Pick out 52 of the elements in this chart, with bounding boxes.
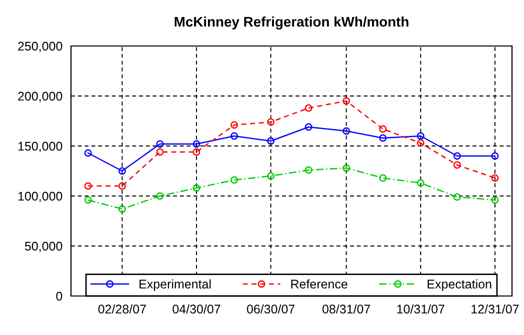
point	[267, 118, 275, 126]
point	[84, 196, 92, 204]
point	[342, 97, 350, 105]
point	[118, 167, 126, 175]
point	[192, 148, 200, 156]
y-tick-label: 50,000	[24, 242, 62, 252]
y-tick-label: 100,000	[18, 192, 62, 202]
point	[156, 148, 164, 156]
x-tick-label: 02/28/07	[98, 304, 146, 314]
point	[453, 161, 461, 169]
point	[379, 174, 387, 182]
point	[156, 192, 164, 200]
point	[118, 182, 126, 190]
point	[118, 205, 126, 213]
point	[491, 152, 499, 160]
point	[379, 134, 387, 142]
x-tick-label: 08/31/07	[322, 304, 370, 314]
x-tick-label: 12/31/07	[472, 304, 519, 314]
legend-label: Experimental	[140, 279, 211, 291]
point	[342, 127, 350, 135]
point	[84, 182, 92, 190]
point	[416, 179, 424, 187]
point	[416, 132, 424, 140]
point	[491, 174, 499, 182]
point	[304, 166, 312, 174]
y-tick-label: 200,000	[18, 92, 62, 102]
x-tick-label: 04/30/07	[172, 304, 220, 314]
y-tick-label: 150,000	[18, 142, 62, 152]
point	[192, 140, 200, 148]
point	[342, 164, 350, 172]
point	[491, 196, 499, 204]
y-tick-label: 250,000	[18, 42, 62, 52]
point	[379, 125, 387, 133]
point	[267, 137, 275, 145]
point	[156, 140, 164, 148]
x-tick-label: 10/31/07	[397, 304, 444, 314]
point	[230, 132, 238, 140]
point	[192, 184, 200, 192]
y-tick-label: 0	[56, 292, 62, 301]
point	[267, 172, 275, 180]
point	[453, 152, 461, 160]
point	[304, 104, 312, 112]
chart-title: McKinney Refrigeration kWh/month	[174, 16, 408, 30]
point	[453, 193, 461, 201]
point	[84, 149, 92, 157]
legend-label: Reference	[291, 279, 348, 289]
point	[230, 121, 238, 129]
point	[304, 123, 312, 131]
x-tick-label: 06/30/07	[246, 304, 294, 314]
point	[416, 139, 424, 147]
point	[230, 176, 238, 184]
legend-label: Expectation	[428, 279, 492, 291]
